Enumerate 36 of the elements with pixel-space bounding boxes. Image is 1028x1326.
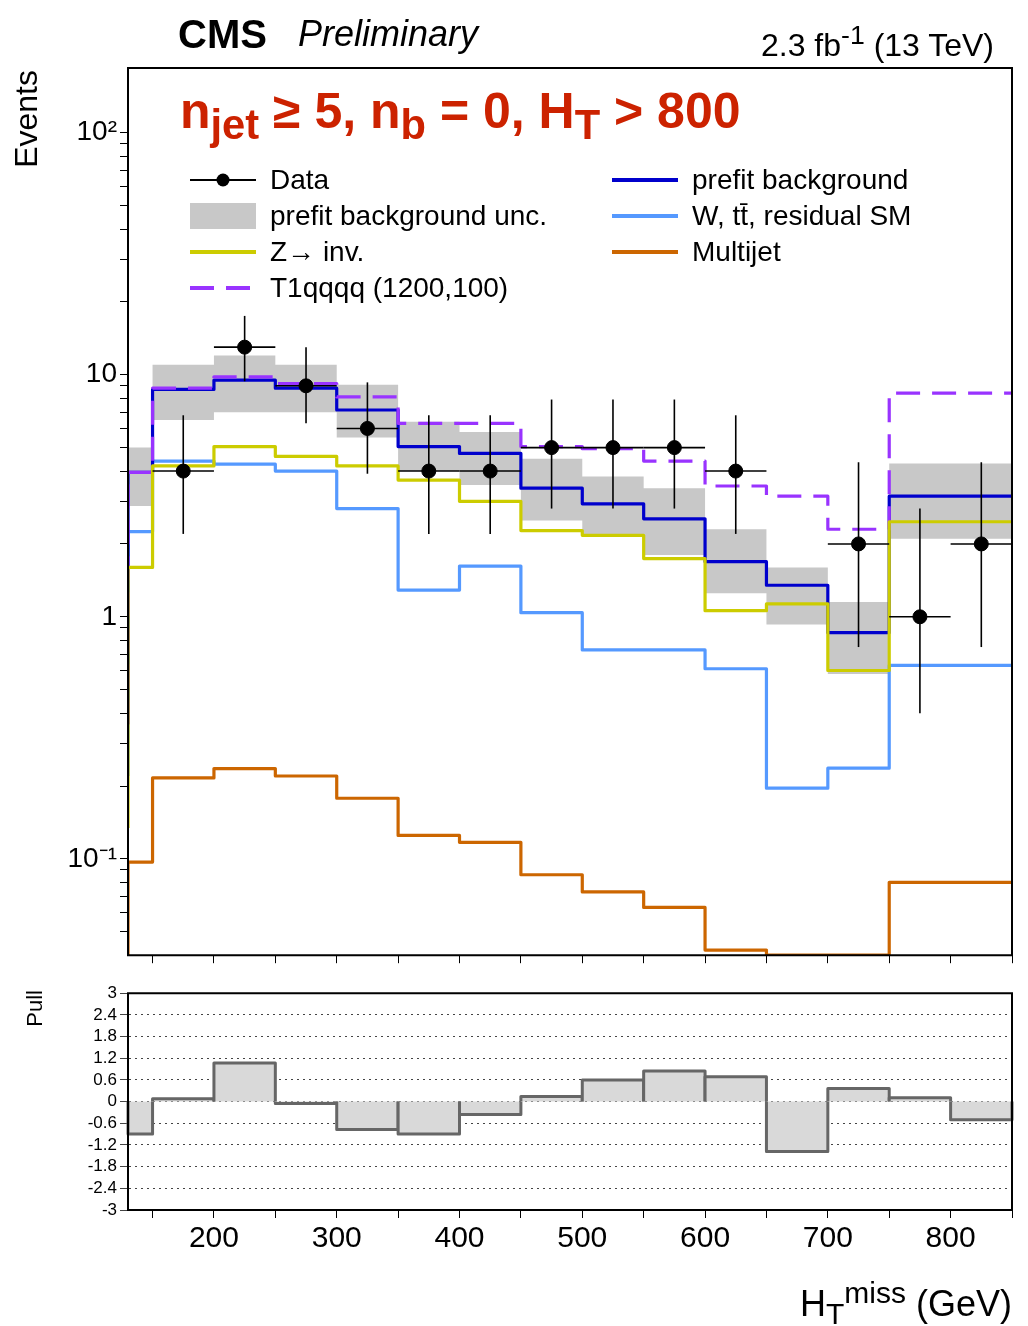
y-tick-label: 10⁻¹ [67,841,117,873]
text: 2.3 fb$^{-1}$ (13 TeV) [760,20,994,63]
x-tick-label: 800 [925,1220,976,1254]
x-tick-label: 300 [311,1220,362,1254]
y-tick-label: -1.8 [87,1156,117,1176]
y-tick-label: 10 [85,357,117,389]
legend-label: Z→ inv. [270,236,365,268]
y-tick-label: 0 [107,1091,117,1111]
x-tick-label: 400 [434,1220,485,1254]
y-tick-label: -3 [101,1199,117,1219]
legend-label: Data [270,164,330,196]
y-tick-label: -2.4 [87,1178,117,1198]
x-tick-label: 200 [188,1220,239,1254]
y-tick-label: 0.6 [93,1069,117,1089]
y-tick-label: 2.4 [93,1004,117,1024]
annotation: prefit background unc. [270,200,548,232]
legend-label: W, tt̄, residual SM [692,200,912,232]
x-tick-label: 600 [680,1220,731,1254]
y-tick-label: 3 [107,982,117,1002]
y-tick-label: 1.2 [93,1047,117,1067]
legend-label: T1qqqq (1200,100) [270,272,509,304]
x-tick-label: 500 [557,1220,608,1254]
x-axis-title: H$_{T}$$^{miss}$ (GeV) [800,1276,1012,1326]
y-tick-label: 1 [101,599,117,631]
y-axis-title: Pull [22,990,47,1027]
legend-label: prefit background [692,164,909,196]
y-tick-label: 10² [76,115,117,147]
y-tick-label: 1.8 [93,1026,117,1046]
y-tick-label: -1.2 [87,1134,117,1154]
chart-title: CMS [178,12,267,56]
x-tick-label: 700 [802,1220,853,1254]
annotation: n$_{jet}$ ≥ 5, n$_{b}$ = 0, H$_{T}$ > 800 [180,83,741,148]
y-tick-label: -0.6 [87,1112,117,1132]
chart-subtitle: Preliminary [298,13,479,54]
y-axis-title: Events [8,70,44,168]
legend-label: Multijet [692,236,781,268]
